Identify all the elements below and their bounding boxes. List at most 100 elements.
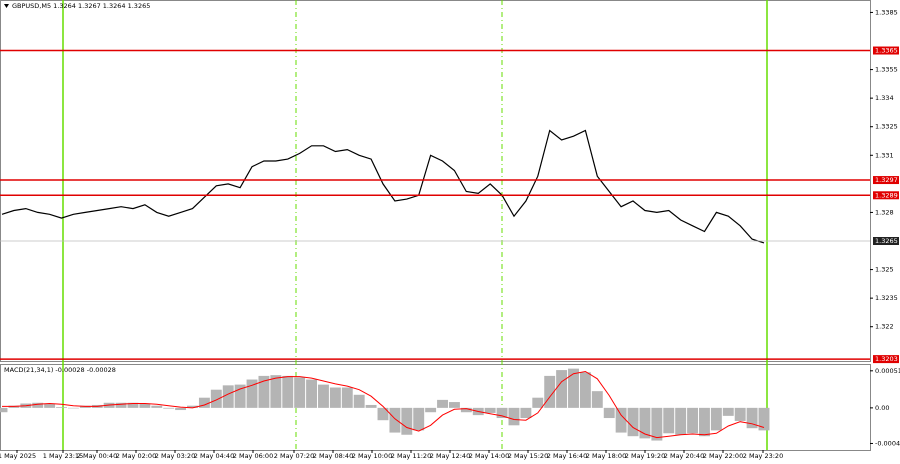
macd-bar (341, 387, 353, 408)
x-tick-label: 2 May 06:00 (233, 452, 273, 460)
macd-bar (115, 402, 127, 408)
macd-bar (329, 387, 341, 408)
macd-bar (151, 405, 163, 408)
y-tick-label: 1.3235 (875, 294, 898, 302)
macd-bar (139, 403, 151, 408)
level-label: 1.3203 (875, 355, 898, 363)
macd-bar (746, 407, 758, 429)
macd-bar (758, 407, 770, 431)
x-tick-label: 2 May 02:00 (116, 452, 156, 460)
macd-bar (663, 407, 675, 434)
y-tick-label: 1.3355 (875, 66, 898, 74)
y-tick-label: 1.322 (875, 323, 894, 331)
y-tick-label: 1.325 (875, 266, 894, 274)
macd-bar (258, 375, 270, 408)
x-tick-label: 2 May 20:40 (664, 452, 704, 460)
level-label-bg (873, 176, 899, 185)
symbol-header: GBPUSD,M5 1.3264 1.3267 1.3264 1.3265 (12, 2, 150, 10)
y-tick-label: 0.00051 (875, 367, 900, 375)
macd-bar (496, 407, 508, 419)
level-label: 1.3297 (875, 176, 898, 184)
macd-header: MACD(21,34,1) -0.00028 -0.00028 (4, 366, 116, 374)
macd-bar (210, 389, 222, 408)
signal-line (2, 370, 765, 439)
macd-bar (484, 407, 496, 413)
macd-bar (532, 397, 544, 408)
macd-bar (699, 407, 710, 437)
price-line (1, 129, 765, 244)
macd-bar (44, 403, 56, 408)
x-tick-label: 2 May 03:20 (155, 452, 195, 460)
macd-bar (365, 404, 377, 408)
x-tick-label: 2 May 10:00 (352, 452, 392, 460)
macd-bar (67, 407, 79, 409)
macd-bar (377, 407, 389, 421)
macd-bar (270, 375, 282, 408)
macd-bar (222, 385, 234, 408)
x-tick-label: 2 May 14:00 (469, 452, 509, 460)
level-label: 1.3365 (875, 47, 898, 55)
macd-bar (520, 407, 532, 419)
macd-bar (675, 407, 687, 435)
x-tick-label: 2 May 19:20 (625, 452, 665, 460)
x-tick-label: 1 May 2025 (0, 452, 36, 460)
x-tick-label: 2 May 07:20 (274, 452, 314, 460)
x-tick-label: 2 May 11:20 (391, 452, 431, 460)
macd-bar (734, 407, 746, 421)
macd-bar (556, 370, 568, 408)
macd-bar (591, 391, 603, 408)
y-tick-label: 1.3325 (875, 123, 898, 131)
macd-bar (627, 407, 639, 437)
macd-bar (318, 384, 329, 408)
macd-bar (710, 407, 722, 431)
symbol-arrow (4, 4, 9, 8)
macd-bar (639, 407, 651, 439)
macd-bar (544, 375, 556, 408)
current-price-label: 1.3265 (875, 237, 898, 245)
level-label-bg (873, 355, 899, 364)
macd-bar (687, 407, 699, 434)
macd-bar (651, 407, 663, 441)
macd-bar (127, 402, 139, 408)
macd-bar (579, 372, 591, 408)
macd-bar (508, 407, 520, 426)
macd-bar (448, 402, 460, 408)
macd-bar (198, 397, 210, 408)
y-tick-label: -0.00049 (875, 439, 900, 447)
level-label-bg (873, 46, 899, 55)
x-tick-label: 2 May 22:00 (703, 452, 743, 460)
macd-bar (32, 402, 44, 408)
macd-bar (163, 407, 175, 409)
macd-bar (389, 407, 401, 433)
macd-bar (294, 377, 306, 408)
y-tick-label: 1.3385 (875, 8, 898, 16)
macd-bar (401, 407, 413, 435)
x-tick-label: 2 May 08:40 (313, 452, 353, 460)
level-label-bg (873, 191, 899, 200)
x-tick-label: 2 May 15:20 (508, 452, 548, 460)
macd-bar (603, 407, 615, 419)
macd-bar (56, 407, 67, 408)
macd-bar (722, 407, 734, 416)
x-tick-label: 2 May 04:40 (194, 452, 234, 460)
macd-bar (413, 407, 425, 431)
y-tick-label: 1.328 (875, 208, 894, 216)
y-tick-label: 0.00 (875, 404, 889, 412)
macd-bar (0, 407, 8, 413)
macd-bar (234, 384, 246, 408)
macd-bar (246, 379, 258, 408)
level-label: 1.3289 (875, 191, 898, 199)
macd-bar (437, 399, 448, 408)
price-frame (0, 0, 871, 362)
macd-bar (353, 394, 365, 408)
macd-bar (175, 407, 187, 411)
current-price-bg (873, 237, 899, 245)
x-tick-label: 2 May 18:00 (586, 452, 626, 460)
macd-bar (187, 405, 198, 408)
x-tick-label: 2 May 00:40 (77, 452, 117, 460)
x-tick-label: 2 May 12:40 (430, 452, 470, 460)
y-tick-label: 1.334 (875, 94, 894, 102)
macd-bar (282, 375, 294, 408)
macd-bar (615, 407, 627, 433)
